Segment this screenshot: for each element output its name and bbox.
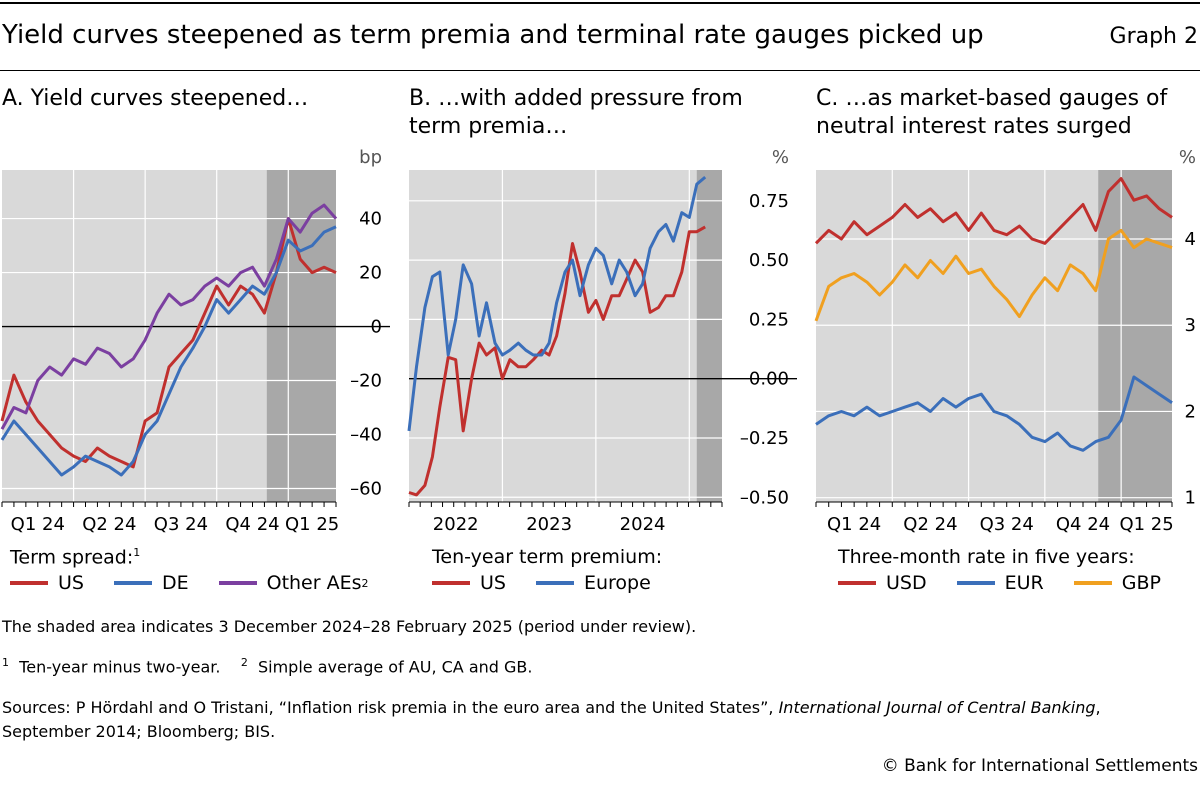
x-tick-label: 2024 <box>620 514 666 535</box>
legend-label-de: DE <box>161 572 189 594</box>
y-tick-label: –0.25 <box>740 428 789 449</box>
panel-c-legend: USD EUR GBP <box>838 572 1191 594</box>
series-line-us <box>408 225 706 497</box>
footnote-2-number: 2 <box>240 656 248 669</box>
footnote-1-number: 1 <box>2 656 9 669</box>
panel-c-plot: Q1 24 Q2 24 Q3 24 Q4 24 Q1 25 4 3 2 1% <box>814 147 1196 535</box>
legend-sup-other-aes: 2 <box>361 576 369 590</box>
x-tick-label: Q4 24 <box>1056 514 1110 535</box>
y-tick-label: –60 <box>350 479 382 500</box>
series-line-other-aes <box>0 203 338 430</box>
sources-line-1: Sources: P Hördahl and O Tristani, “Infl… <box>2 698 1101 717</box>
y-tick-label: 0.25 <box>749 309 789 330</box>
x-tick-label: Q4 24 <box>225 514 279 535</box>
copyright: © Bank for International Settlements <box>881 756 1198 776</box>
legend-item-us-b: US <box>432 572 506 594</box>
figure-title: Yield curves steepened as term premia an… <box>2 20 984 50</box>
panel-b-legend-title: Ten-year term premium: <box>432 546 663 568</box>
x-tick-label: Q1 25 <box>1119 514 1173 535</box>
legend-item-us: US <box>10 572 84 594</box>
y-tick-label: 0.75 <box>749 191 789 212</box>
series-line-de <box>0 225 337 477</box>
footnotes: 1 Ten-year minus two-year. 2 Simple aver… <box>2 656 532 676</box>
shaded-period <box>266 170 336 502</box>
legend-swatch-usd <box>838 581 876 585</box>
series-line-europe <box>407 175 707 432</box>
legend-swatch-de <box>113 581 152 585</box>
graph-label: Graph 2 <box>1109 24 1198 49</box>
x-tick-label: Q1 25 <box>285 514 339 535</box>
series-line-us <box>0 217 337 469</box>
legend-swatch-other-aes <box>218 581 257 585</box>
title-rule <box>0 70 1200 71</box>
panel-c-title: C. …as market-based gauges of neutral in… <box>816 86 1168 139</box>
panel-a-plot: Q1 24 Q2 24 Q3 24 Q4 24 Q1 25 40 20 0 –20 –40 –60 b… <box>0 147 390 535</box>
x-tick-label: 2023 <box>526 514 572 535</box>
x-tick-label: Q3 24 <box>980 514 1034 535</box>
y-tick-label: –0.50 <box>740 487 789 508</box>
legend-item-other-aes: Other AEs 2 <box>218 572 369 594</box>
y-tick-label: 20 <box>359 263 382 284</box>
panel-a-title: A. Yield curves steepened… <box>2 86 309 111</box>
y-tick-label: 4 <box>1185 229 1196 250</box>
x-tick-label: 2022 <box>433 514 479 535</box>
legend-swatch-gbp <box>1073 581 1112 585</box>
shaded-period <box>1098 170 1172 502</box>
footnote-2: Simple average of AU, CA and GB. <box>257 657 533 677</box>
y-tick-label: 40 <box>359 209 382 230</box>
legend-item-eur: EUR <box>956 572 1044 594</box>
y-tick-label: –40 <box>350 425 382 446</box>
y-tick-label: 1 <box>1185 488 1196 509</box>
sources-journal: International Journal of Central Banking <box>778 698 1096 717</box>
x-tick-label: Q3 24 <box>154 514 208 535</box>
legend-label-us-b: US <box>480 572 506 594</box>
legend-swatch-us <box>10 581 48 585</box>
sources-comma: , <box>1095 698 1101 717</box>
y-tick-label: 0.00 <box>749 369 789 390</box>
x-tick-label: Q2 24 <box>82 514 136 535</box>
panel-b-title: B. …with added pressure from term premia… <box>409 86 743 139</box>
y-tick-label: 0 <box>371 317 382 338</box>
charts-svg: Q1 24 Q2 24 Q3 24 Q4 24 Q1 25 40 20 0 –20 –40 –60 b… <box>0 147 1196 535</box>
panel-c-legend-title: Three-month rate in five years: <box>838 546 1135 568</box>
y-tick-label: –20 <box>350 371 382 392</box>
x-tick-label: Q1 24 <box>11 514 65 535</box>
shaded-period <box>696 170 722 502</box>
legend-label-eur: EUR <box>1004 572 1044 594</box>
y-tick-label: 3 <box>1185 315 1196 336</box>
legend-item-de: DE <box>113 572 189 594</box>
footnote-1: Ten-year minus two-year. <box>19 657 221 677</box>
legend-swatch-europe <box>535 581 574 585</box>
panel-a-legend-title: Term spread:1 <box>10 546 141 569</box>
y-tick-label: 2 <box>1185 401 1196 422</box>
legend-swatch-eur <box>956 581 995 585</box>
legend-item-usd: USD <box>838 572 927 594</box>
x-tick-label: Q2 24 <box>903 514 957 535</box>
legend-label-us: US <box>58 572 84 594</box>
y-tick-label: 0.50 <box>749 250 789 271</box>
legend-label-other-aes: Other AEs <box>266 572 362 594</box>
legend-label-europe: Europe <box>583 572 651 594</box>
panel-a-legend: US DE Other AEs 2 <box>10 572 399 594</box>
legend-label-usd: USD <box>886 572 927 594</box>
legend-swatch-us-b <box>432 581 470 585</box>
legend-item-gbp: GBP <box>1073 572 1161 594</box>
x-tick-label: Q1 24 <box>827 514 881 535</box>
y-unit-label: % <box>1179 147 1196 168</box>
panel-b-plot: 2022 2023 2024 0.75 0.50 0.25 0.00 –0.25 –0.50% <box>407 147 797 535</box>
sources-line-2: September 2014; Bloomberg; BIS. <box>2 722 276 741</box>
shaded-note: The shaded area indicates 3 December 202… <box>2 617 697 636</box>
panel-b-legend: US Europe <box>432 572 681 594</box>
series-line-gbp <box>814 228 1173 322</box>
plot-background <box>409 170 722 502</box>
legend-item-europe: Europe <box>535 572 651 594</box>
y-unit-label: % <box>772 147 789 168</box>
sources-text: Sources: P Hördahl and O Tristani, “Infl… <box>2 698 774 717</box>
y-unit-label: bp <box>359 147 382 168</box>
series-line-usd <box>814 177 1173 245</box>
series-line-eur <box>815 375 1173 452</box>
legend-label-gbp: GBP <box>1121 572 1161 594</box>
top-rule <box>0 2 1200 4</box>
